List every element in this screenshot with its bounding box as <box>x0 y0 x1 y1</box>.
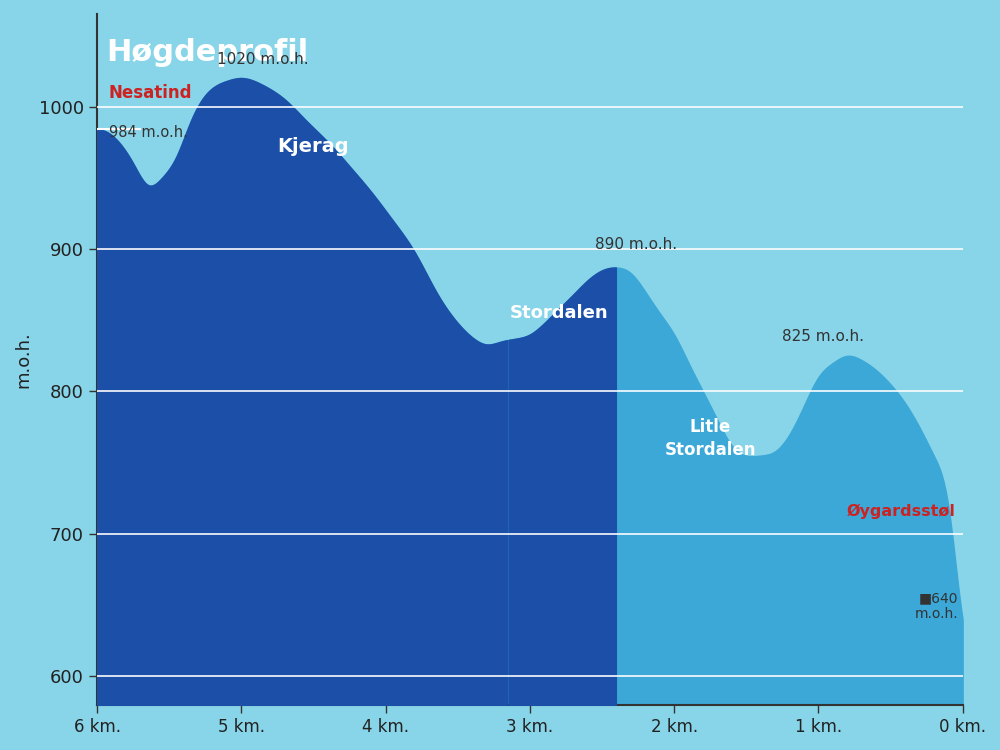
Text: Stordalen: Stordalen <box>509 304 608 322</box>
Text: Øygardsstøl: Øygardsstøl <box>847 503 955 519</box>
Text: 1020 m.o.h.: 1020 m.o.h. <box>217 52 309 67</box>
Text: ■640
m.o.h.: ■640 m.o.h. <box>915 591 958 621</box>
Text: Nesatind: Nesatind <box>109 84 192 102</box>
Text: Kjerag: Kjerag <box>278 137 349 156</box>
Text: Høgdeprofil: Høgdeprofil <box>106 38 308 67</box>
Y-axis label: m.o.h.: m.o.h. <box>14 331 32 388</box>
Text: Litle
Stordalen: Litle Stordalen <box>664 419 756 458</box>
Text: 890 m.o.h.: 890 m.o.h. <box>595 237 677 252</box>
Text: 984 m.o.h.: 984 m.o.h. <box>109 125 188 140</box>
Text: 825 m.o.h.: 825 m.o.h. <box>782 329 864 344</box>
